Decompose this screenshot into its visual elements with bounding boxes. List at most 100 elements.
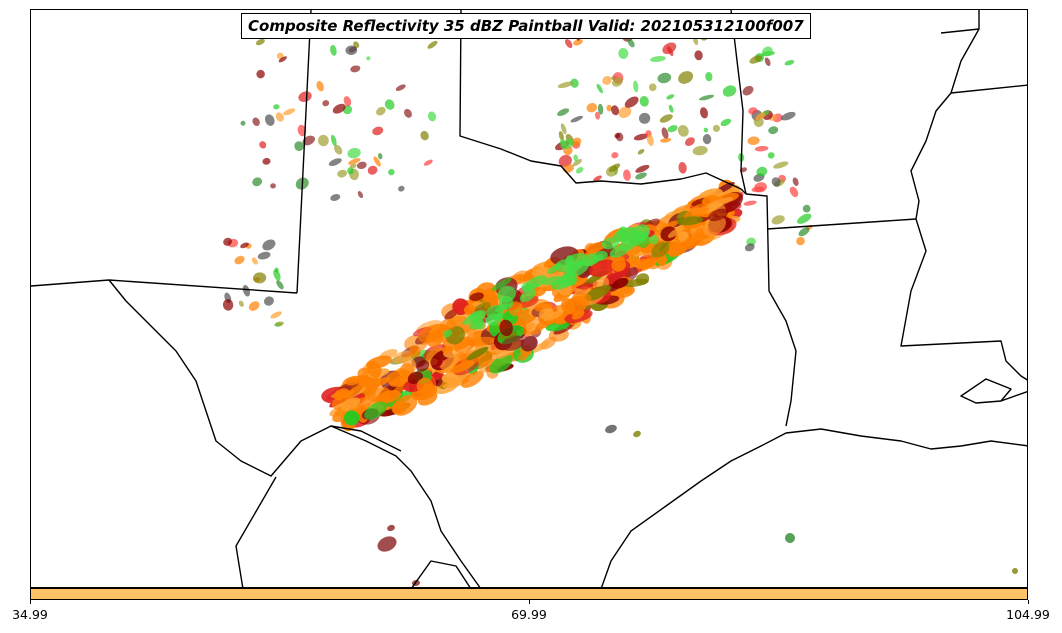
paintball-blob — [720, 118, 732, 127]
paintball-blob — [572, 159, 582, 167]
paintball-blob — [364, 401, 388, 420]
paintball-blob — [650, 55, 666, 63]
paintball-blob — [623, 169, 631, 181]
paintball-blob — [255, 38, 265, 46]
paintball-blob — [637, 149, 645, 155]
paintball-blob — [240, 242, 249, 249]
paintball-blob — [392, 394, 418, 416]
ok-east-border — [730, 10, 747, 195]
paintball-blob — [649, 235, 659, 245]
paintball-blob — [558, 154, 572, 167]
ar-la-border — [766, 218, 917, 230]
paintball-blob — [248, 301, 260, 311]
paintball-blob — [358, 375, 370, 387]
paintball-blob — [274, 267, 279, 273]
paintball-blob — [283, 108, 296, 116]
paintball-blob — [263, 296, 274, 306]
paintball-blob — [343, 96, 352, 107]
paintball-blob — [692, 145, 708, 156]
paintball-reflectivity-layer — [222, 17, 1018, 587]
paintball-blob — [557, 81, 574, 89]
paintball-blob — [648, 83, 657, 92]
paintball-blob — [322, 100, 330, 107]
paintball-blob — [651, 241, 670, 258]
paintball-blob — [349, 163, 357, 169]
paintball-blob — [344, 410, 360, 426]
paintball-blob — [678, 161, 687, 174]
coast-detail-1 — [960, 378, 1012, 404]
paintball-blob — [535, 267, 552, 278]
mx-state-border-2 — [330, 425, 481, 587]
mx-state-border-1 — [235, 476, 277, 587]
paintball-blob — [618, 229, 628, 238]
paintball-blob — [430, 356, 443, 368]
paintball-blob — [570, 115, 584, 123]
paintball-blob — [660, 137, 672, 143]
paintball-blob — [742, 85, 754, 96]
paintball-blob — [661, 127, 669, 139]
paintball-blob — [450, 360, 475, 374]
paintball-blob — [357, 191, 364, 199]
paintball-blob — [538, 308, 554, 320]
paintball-blob — [440, 355, 459, 370]
paintball-blob — [234, 255, 245, 265]
paintball-blob — [565, 295, 588, 315]
paintball-blob — [754, 145, 769, 152]
paintball-blob — [744, 243, 755, 252]
paintball-blob — [418, 323, 446, 343]
paintball-blob — [618, 106, 632, 119]
tx-rio-grande — [108, 279, 402, 477]
paintball-blob — [347, 147, 361, 159]
paintball-blob — [771, 177, 781, 187]
paintball-blob — [347, 167, 354, 175]
coast-detail-2 — [1000, 390, 1027, 402]
paintball-blob — [633, 430, 641, 438]
paintball-blob — [571, 310, 585, 320]
paintball-blob — [252, 117, 260, 126]
paintball-blob — [703, 127, 709, 133]
paintball-blob — [519, 288, 537, 302]
paintball-blob — [558, 131, 564, 141]
paintball-blob — [529, 341, 550, 354]
paintball-blob — [627, 39, 635, 48]
paintball-blob — [581, 253, 599, 267]
paintball-blob — [660, 226, 677, 242]
paintball-blob — [367, 361, 382, 378]
paintball-blob — [797, 213, 812, 224]
paintball-blob — [345, 45, 358, 56]
paintball-blob — [597, 103, 604, 115]
paintball-blob — [273, 269, 281, 281]
paintball-blob — [276, 280, 284, 290]
paintball-blob — [275, 112, 284, 122]
paintball-blob — [802, 204, 811, 213]
colorbar-label-mid: 69.99 — [511, 607, 547, 622]
paintball-blob — [442, 345, 454, 354]
paintball-blob — [501, 335, 525, 351]
paintball-blob — [543, 310, 564, 322]
paintball-blob — [395, 84, 406, 91]
paintball-blob — [625, 231, 649, 247]
paintball-blob — [589, 259, 616, 277]
paintball-blob — [388, 169, 395, 176]
paintball-blob — [771, 215, 785, 225]
paintball-blob — [398, 185, 405, 192]
paintball-blob — [298, 91, 312, 102]
paintball-blob — [705, 72, 713, 82]
paintball-blob — [767, 152, 775, 159]
paintball-blob — [595, 111, 601, 120]
map-panel — [30, 9, 1028, 588]
mx-state-border-3 — [411, 560, 471, 587]
paintball-blob — [404, 108, 412, 118]
paintball-blob — [618, 47, 629, 59]
paintball-blob — [297, 124, 307, 137]
paintball-blob — [612, 77, 623, 87]
paintball-blob — [633, 80, 639, 93]
paintball-blob — [242, 284, 251, 297]
paintball-blob — [677, 125, 689, 137]
paintball-blob — [586, 102, 598, 113]
paintball-blob — [340, 397, 361, 411]
paintball-blob — [387, 524, 395, 532]
paintball-blob — [348, 158, 361, 165]
tx-la-border — [768, 290, 797, 427]
paintball-blob — [223, 237, 233, 246]
